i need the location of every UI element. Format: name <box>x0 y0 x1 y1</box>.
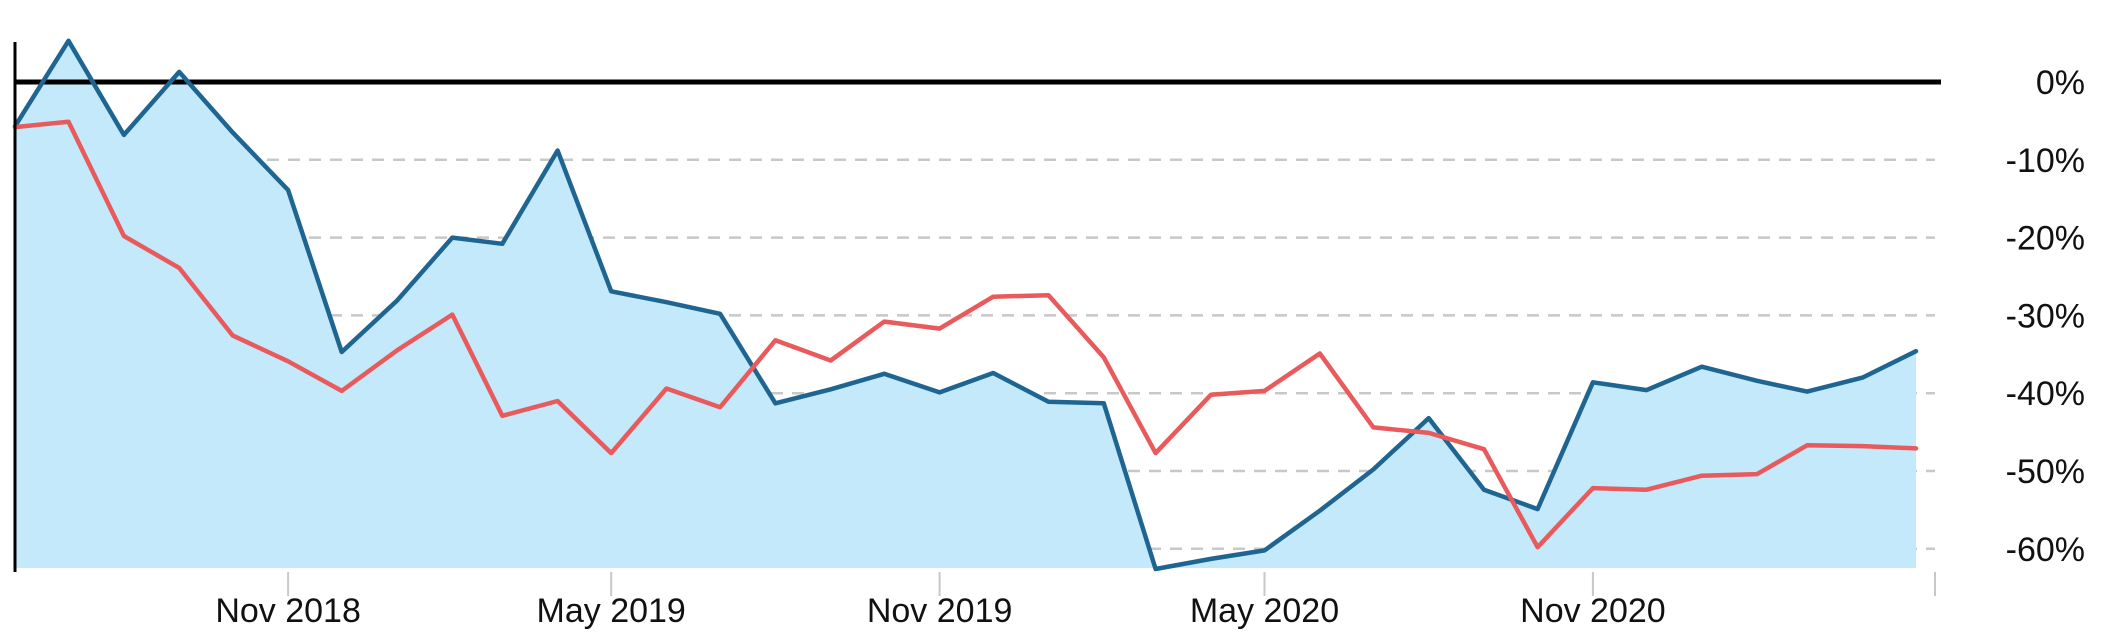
x-tick-label: Nov 2018 <box>215 592 361 630</box>
y-tick-label: -40% <box>2006 375 2085 413</box>
y-tick-label: 0% <box>2036 64 2085 102</box>
y-tick-label: -30% <box>2006 297 2085 335</box>
x-tick-label: May 2020 <box>1190 592 1339 630</box>
y-tick-label: -50% <box>2006 453 2085 491</box>
series-1-line <box>12 38 1919 572</box>
y-tick-label: -10% <box>2006 142 2085 180</box>
x-tick-label: Nov 2020 <box>1520 592 1666 630</box>
y-tick-label: -60% <box>2006 531 2085 569</box>
y-axis-ticks: 0% -10% -20% -30% -40% -50% -60% <box>2006 64 2085 569</box>
series-lines <box>12 38 1919 572</box>
y-tick-label: -20% <box>2006 220 2085 258</box>
x-axis-ticks: Nov 2018 May 2019 Nov 2019 May 2020 Nov 2020 <box>215 572 1936 630</box>
x-tick-label: May 2019 <box>537 592 686 630</box>
x-tick-label: Nov 2019 <box>867 592 1013 630</box>
series-2-line <box>12 119 1919 550</box>
